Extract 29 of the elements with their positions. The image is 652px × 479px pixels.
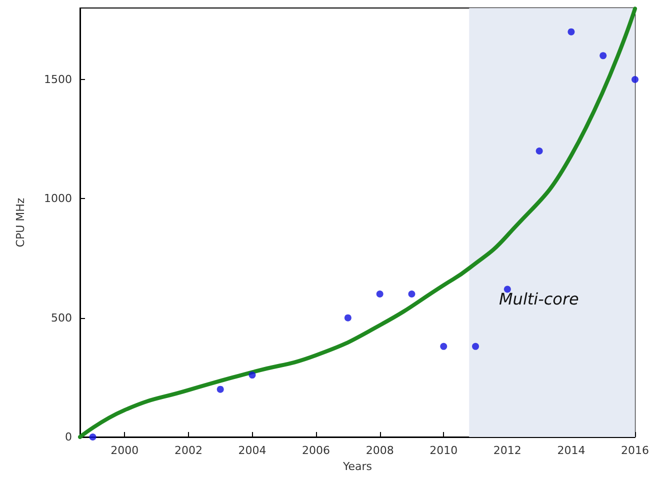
x-tick-label: 2006 [302, 444, 330, 457]
point [248, 372, 256, 379]
x-tick-label: 2000 [110, 444, 139, 457]
point [89, 434, 96, 440]
point [632, 76, 639, 83]
point [440, 342, 448, 350]
point [376, 290, 384, 298]
x-tick-label: 2012 [493, 444, 522, 457]
y-tick-label: 0 [65, 430, 72, 444]
point [568, 28, 575, 36]
x-axis-title: Years [342, 460, 372, 473]
x-tick-label: 2010 [430, 444, 458, 457]
x-tick-label: 2016 [621, 444, 650, 457]
y-tick-label: 500 [51, 311, 72, 324]
x-tick-label: 2014 [557, 444, 586, 457]
x-tick-label: 2008 [366, 444, 394, 457]
point [536, 148, 543, 154]
x-tick-label: 2004 [238, 444, 266, 457]
point [600, 52, 607, 60]
y-axis-title: CPU MHz [14, 198, 27, 248]
y-tick-label: 1500 [44, 73, 72, 86]
point [216, 386, 224, 393]
x-tick-label: 2002 [174, 444, 202, 457]
band-label: Multi-core [498, 290, 580, 309]
point [472, 342, 480, 350]
line-series [78, 6, 638, 439]
point [408, 290, 416, 298]
y-tick-label: 1000 [44, 192, 72, 206]
point [344, 314, 352, 322]
